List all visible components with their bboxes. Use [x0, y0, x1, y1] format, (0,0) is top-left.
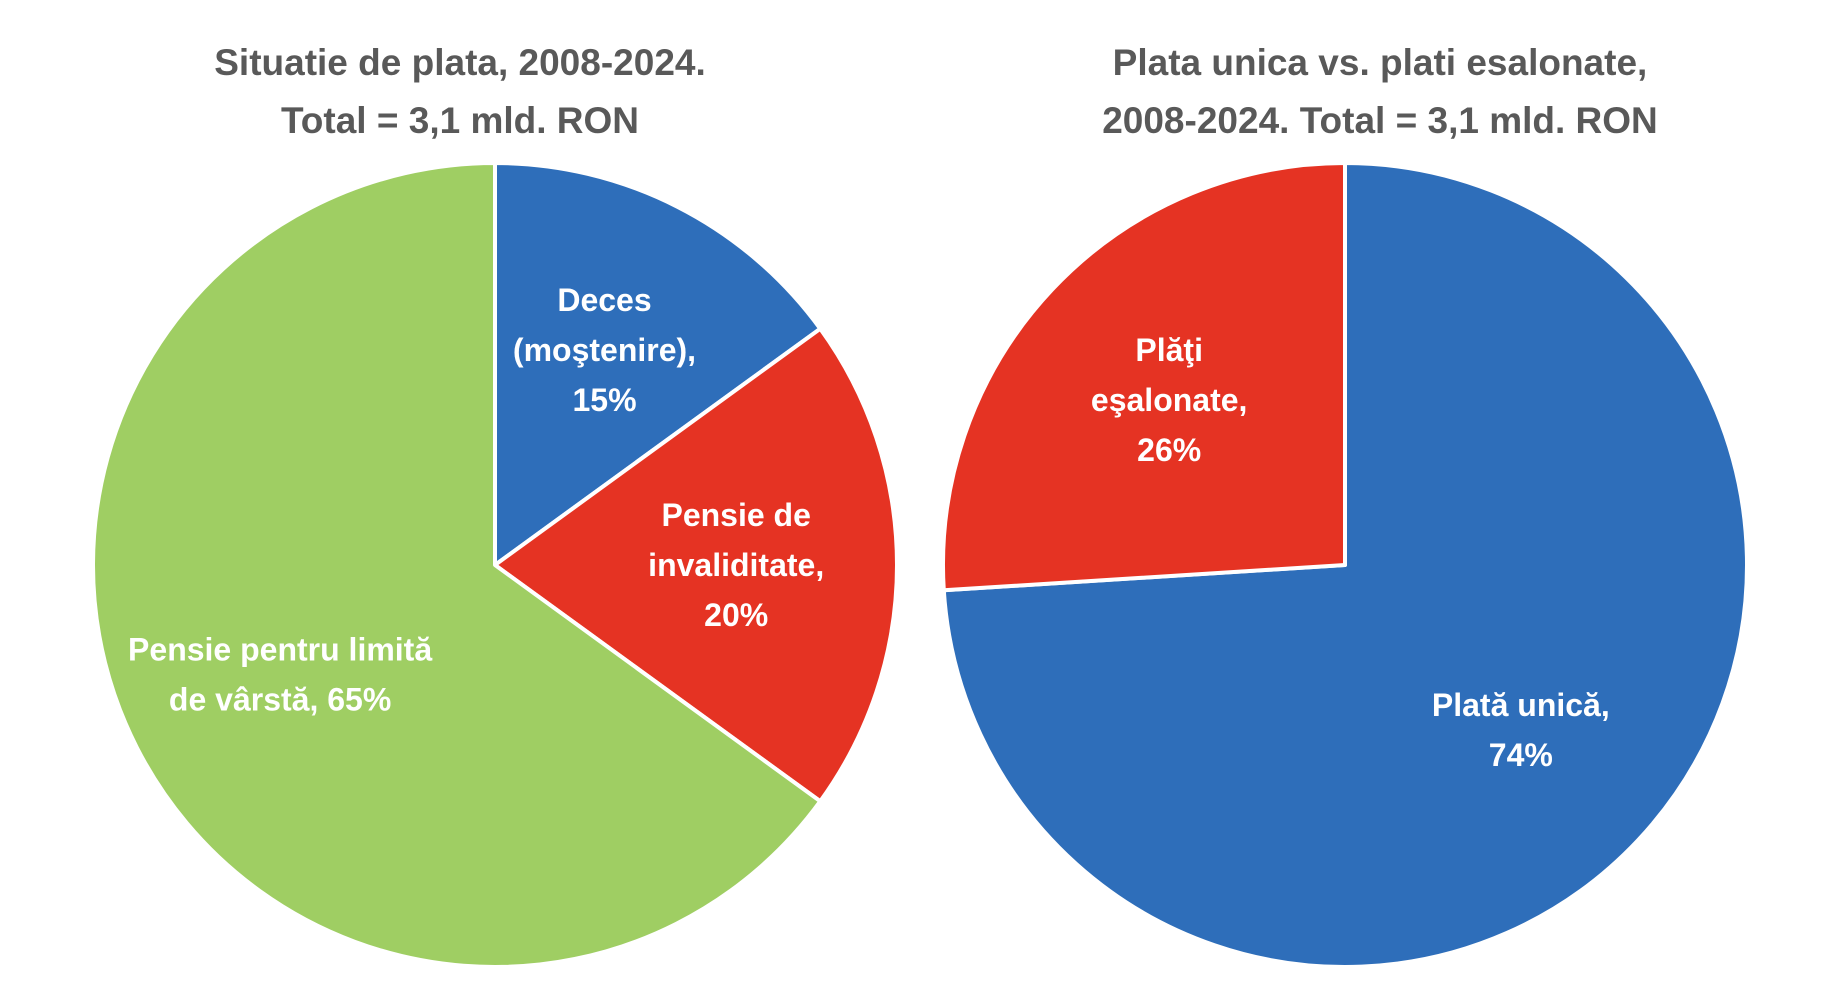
slice-label-line: Deces — [557, 282, 651, 318]
chart-title-line-1: Situatie de plata, 2008-2024. — [214, 42, 706, 83]
chart-title: Situatie de plata, 2008-2024. Total = 3,… — [0, 34, 920, 150]
slice-label-line: de vârstă, 65% — [169, 682, 391, 718]
slice-data-label: Plăţi eşalonate, 26% — [1091, 332, 1248, 468]
slice-label-line: 26% — [1137, 432, 1201, 468]
slice-label-line: 15% — [572, 382, 636, 418]
slice-data-label: Pensie pentru limită de vârstă, 65% — [128, 632, 432, 718]
slice-label-line: Plată unică, — [1432, 687, 1610, 723]
slice-label-line: Plăţi — [1135, 332, 1203, 368]
slice-label-line: Pensie pentru limită — [128, 632, 432, 668]
pie-slice — [493, 161, 823, 567]
pie-slice — [493, 326, 899, 804]
chart-single-vs-installments: Plata unica vs. plati esalonate, 2008-20… — [920, 0, 1840, 994]
slice-data-label: Pensie de invaliditate, 20% — [648, 497, 824, 633]
chart-payment-situation: Situatie de plata, 2008-2024. Total = 3,… — [0, 34, 920, 969]
pie-slice — [91, 161, 823, 969]
slice-label-line: invaliditate, — [648, 547, 824, 583]
pie-chart: Deces (moştenire), 15% Pensie de invaliditat… — [91, 161, 899, 969]
slice-label-line: (moştenire), — [513, 332, 696, 368]
pie-slice — [941, 161, 1347, 593]
chart-title-line-1: Plata unica vs. plati esalonate, — [1112, 42, 1648, 83]
pie-chart: Plată unică, 74% Plăţi eşalonate, 26% — [941, 161, 1749, 969]
slice-data-label: Deces (moştenire), 15% — [513, 282, 696, 418]
chart-title: Plata unica vs. plati esalonate, 2008-20… — [920, 34, 1840, 150]
chart-title-line-2: Total = 3,1 mld. RON — [280, 100, 640, 141]
slice-label-line: Pensie de — [661, 497, 810, 533]
slice-label-line: 20% — [704, 597, 768, 633]
slice-label-line: eşalonate, — [1091, 382, 1248, 418]
slice-label-line: 74% — [1489, 737, 1553, 773]
slice-data-label: Plată unică, 74% — [1432, 687, 1610, 773]
chart-title-line-2: 2008-2024. Total = 3,1 mld. RON — [1102, 100, 1658, 141]
